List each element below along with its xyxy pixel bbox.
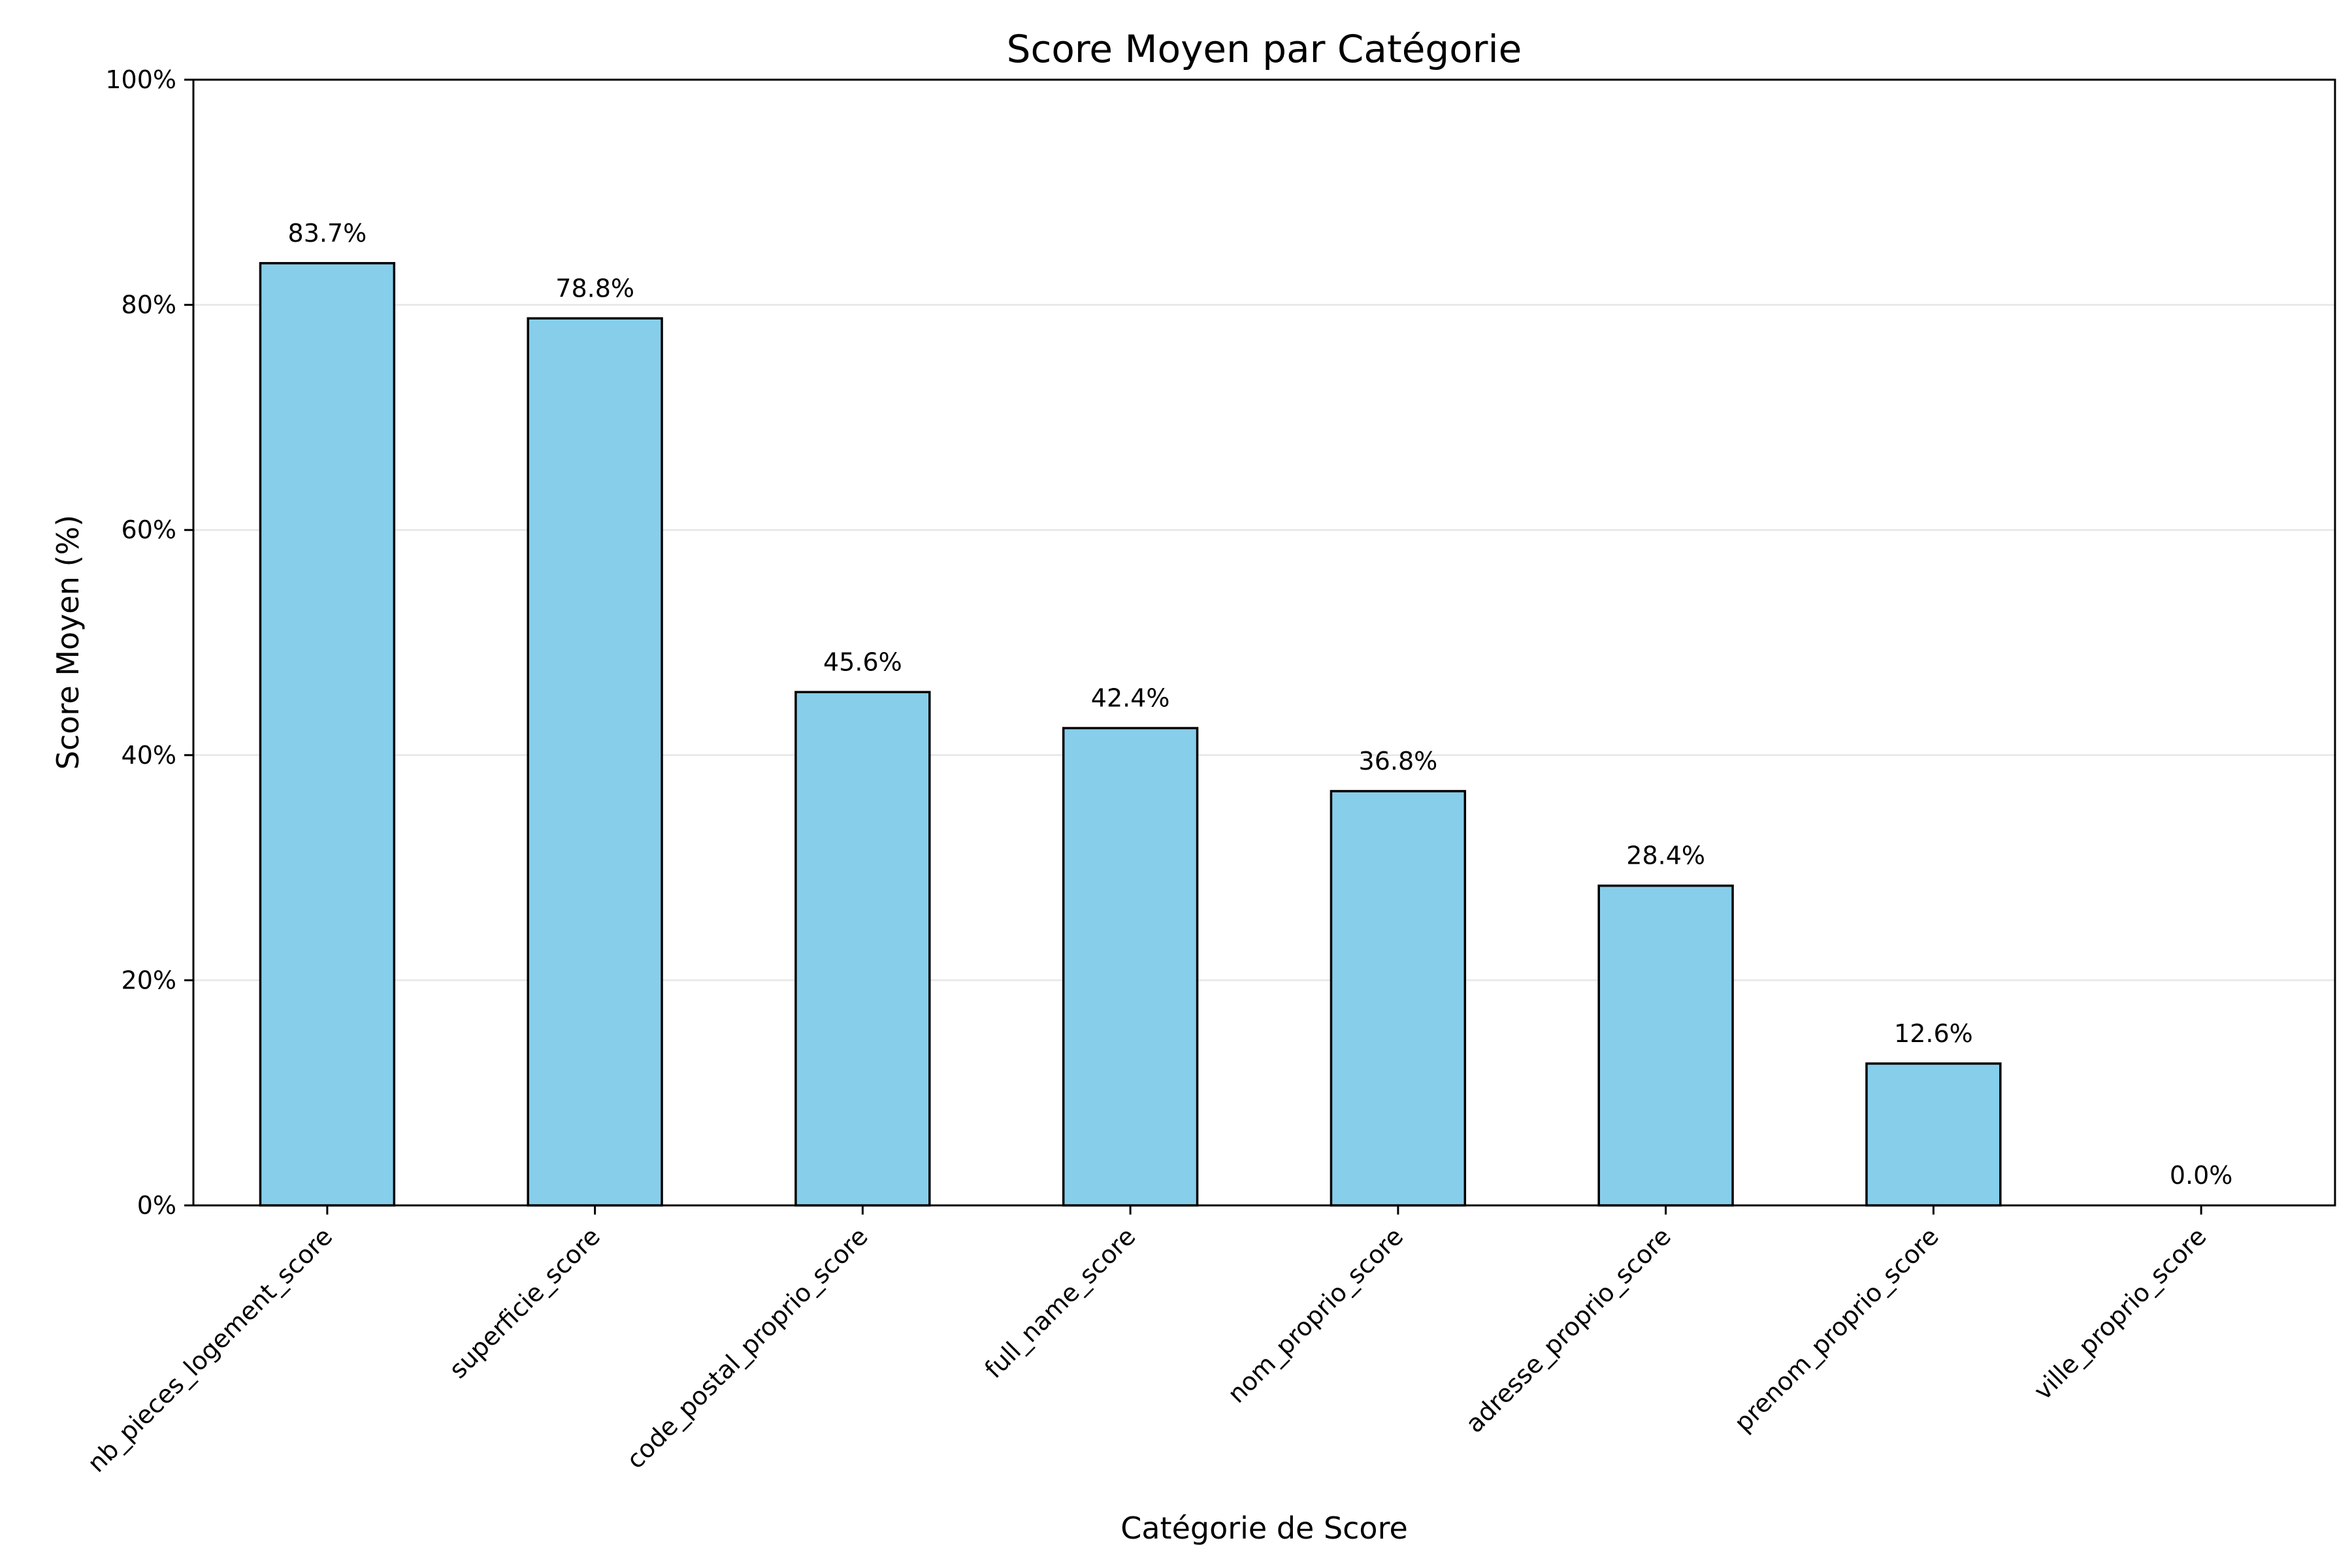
bar-value-label: 36.8% — [1359, 747, 1438, 776]
data-labels: 83.7% 78.8% 45.6% 42.4% 36.8% 28.4% 12.6% 0.0% — [288, 219, 2233, 1190]
y-tick-label: 40% — [122, 741, 176, 770]
bar-value-label: 12.6% — [1894, 1019, 1973, 1048]
x-axis-label: Catégorie de Score — [1120, 1511, 1408, 1546]
bar — [794, 691, 931, 1207]
y-tick-label: 0% — [137, 1191, 176, 1220]
bar — [1062, 727, 1199, 1207]
bar — [1865, 1062, 2002, 1207]
bar-value-label: 42.4% — [1091, 683, 1170, 712]
bar — [259, 262, 396, 1207]
y-tick-label: 100% — [105, 65, 176, 94]
y-tick-label: 60% — [122, 515, 176, 544]
bar — [1330, 790, 1467, 1207]
bar — [1597, 884, 1734, 1207]
bars — [259, 262, 2002, 1207]
y-axis-ticks: 0% 20% 40% 60% 80% 100% — [105, 65, 193, 1220]
bar — [527, 317, 663, 1207]
y-tick-label: 20% — [122, 966, 176, 994]
chart-title: Score Moyen par Catégorie — [1007, 27, 1522, 71]
bar-value-label: 45.6% — [823, 647, 902, 676]
bar-value-label: 28.4% — [1626, 841, 1705, 870]
plot-area-frame — [192, 78, 2336, 1207]
bar-value-label: 0.0% — [2170, 1161, 2233, 1190]
bar-value-label: 78.8% — [555, 274, 634, 302]
y-axis-label: Score Moyen (%) — [50, 515, 86, 770]
y-tick-label: 80% — [122, 291, 176, 319]
bar-value-label: 83.7% — [288, 219, 367, 248]
